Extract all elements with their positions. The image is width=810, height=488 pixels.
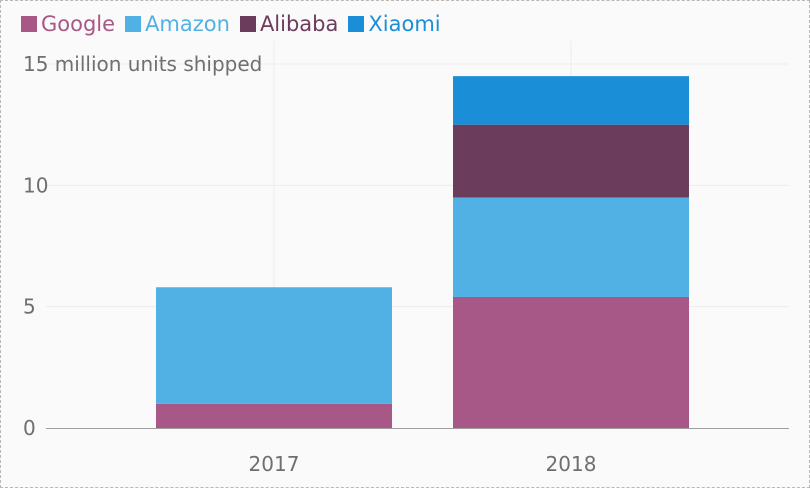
y-tick-label-10: 10 <box>23 173 48 197</box>
legend-label-amazon: Amazon <box>145 12 230 36</box>
bar-alibaba-2018 <box>453 124 689 198</box>
legend-item-alibaba: Alibaba <box>239 10 339 38</box>
legend-label-xiaomi: Xiaomi <box>368 12 441 36</box>
bar-google-2017 <box>156 403 392 428</box>
legend-item-google: Google <box>21 10 115 38</box>
legend-swatch-xiaomi <box>348 16 365 32</box>
x-tick-label-2018: 2018 <box>546 452 597 476</box>
y-tick-label-15: 15 million units shipped <box>23 52 262 76</box>
x-tick-label-2017: 2017 <box>249 452 300 476</box>
y-tick-label-0: 0 <box>23 416 36 440</box>
legend-item-xiaomi: Xiaomi <box>348 10 441 38</box>
legend-swatch-google <box>21 16 37 32</box>
bar-xiaomi-2018 <box>453 76 689 125</box>
bar-amazon-2017 <box>156 287 392 404</box>
legend-swatch-amazon <box>125 16 142 32</box>
bar-amazon-2018 <box>453 197 689 297</box>
legend: Google Amazon Alibaba Xiaomi <box>21 10 441 38</box>
legend-label-google: Google <box>41 12 116 36</box>
legend-item-amazon: Amazon <box>125 10 230 38</box>
y-tick-label-5: 5 <box>23 295 36 319</box>
bar-google-2018 <box>453 296 689 428</box>
legend-swatch-alibaba <box>239 16 256 32</box>
legend-label-alibaba: Alibaba <box>259 12 339 36</box>
